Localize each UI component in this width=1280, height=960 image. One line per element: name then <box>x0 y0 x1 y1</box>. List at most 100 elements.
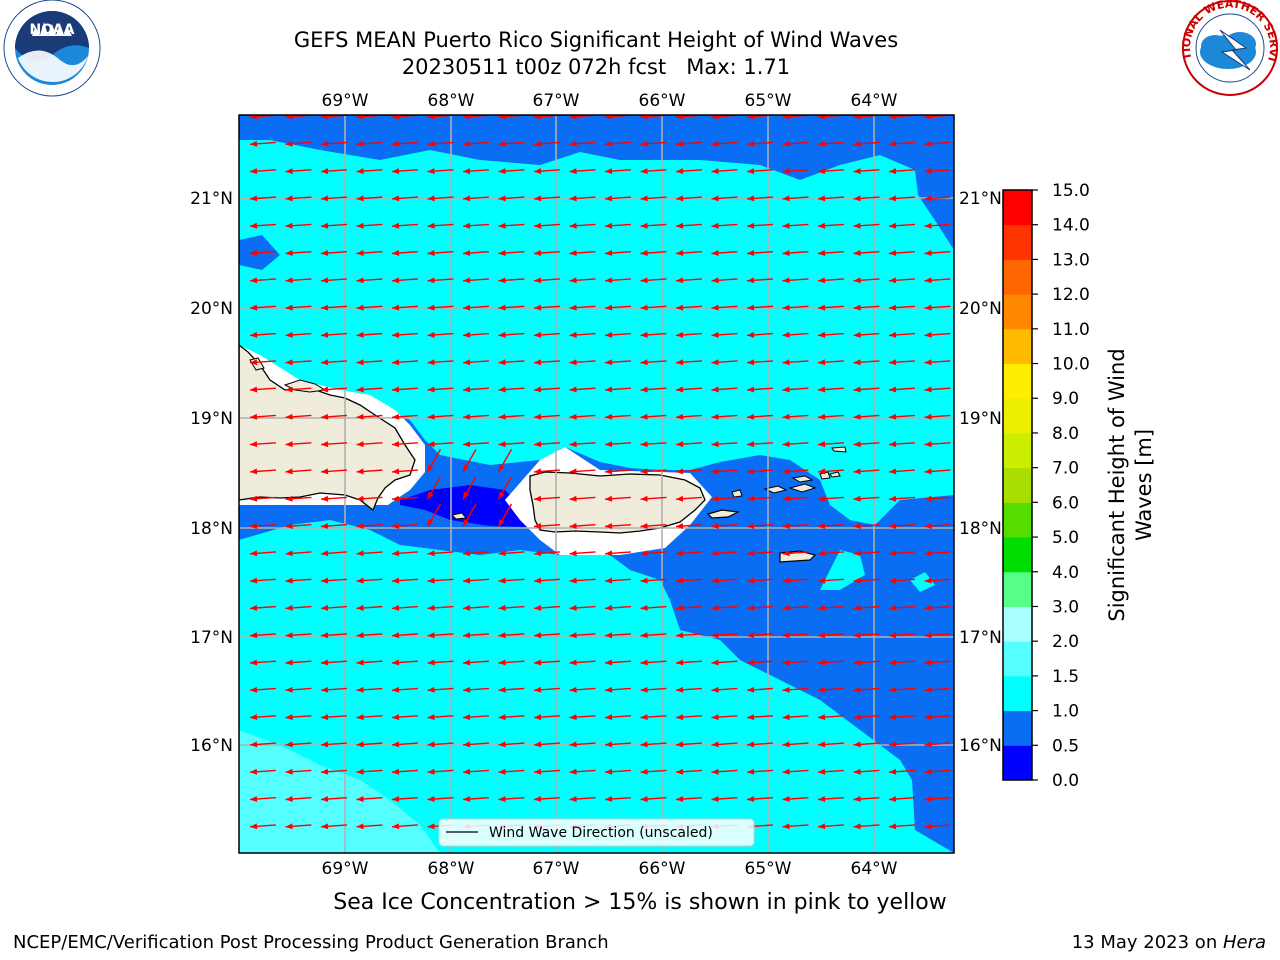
legend-label: Wind Wave Direction (unscaled) <box>489 825 713 841</box>
wind-arrowhead <box>498 491 505 500</box>
wind-arrowhead <box>711 195 719 202</box>
wind-arrowhead <box>605 741 613 748</box>
wind-arrowhead <box>640 222 648 229</box>
wind-arrowhead <box>640 523 648 530</box>
wind-arrowhead <box>534 304 542 311</box>
wind-arrowhead <box>321 140 329 147</box>
wind-arrowhead <box>818 550 826 557</box>
wind-arrowhead <box>711 577 719 584</box>
wind-arrowhead <box>782 168 790 175</box>
wind-arrowhead <box>285 331 293 338</box>
wind-arrowhead <box>747 495 755 502</box>
wind-arrowhead <box>640 741 648 748</box>
wind-arrowhead <box>427 550 435 557</box>
wind-arrowhead <box>924 222 932 229</box>
wind-arrowhead <box>711 714 719 721</box>
wind-arrowhead <box>534 413 542 420</box>
wind-arrowhead <box>853 441 861 448</box>
wind-arrowhead <box>427 304 435 311</box>
lon-label-bottom: 67°W <box>533 859 580 879</box>
wind-arrowhead <box>818 168 826 175</box>
wind-arrowhead <box>889 359 897 366</box>
wind-arrowhead <box>853 304 861 311</box>
wind-arrowhead <box>605 441 613 448</box>
wind-arrowhead <box>321 468 329 475</box>
wind-arrowhead <box>392 115 400 120</box>
wind-arrowhead <box>924 195 932 202</box>
wind-arrowhead <box>818 386 826 393</box>
wind-arrowhead <box>605 140 613 147</box>
wind-arrowhead <box>676 250 684 257</box>
wind-arrowhead <box>463 577 471 584</box>
wind-arrowhead <box>711 550 719 557</box>
colorbar-tick-label: 1.5 <box>1052 667 1079 687</box>
wind-arrowhead <box>676 386 684 393</box>
wave-field-0.5-1-north <box>239 115 954 250</box>
wind-arrowhead <box>676 115 684 120</box>
wind-arrowhead <box>924 250 932 257</box>
wind-arrowhead <box>392 577 400 584</box>
wind-arrowhead <box>889 168 897 175</box>
wind-arrowhead <box>498 195 506 202</box>
wind-arrowhead <box>747 686 755 693</box>
wind-arrowhead <box>747 115 755 120</box>
wind-arrowhead <box>924 659 932 666</box>
wind-arrowhead <box>889 632 897 639</box>
wind-arrowhead <box>782 277 790 284</box>
wind-arrowhead <box>250 768 258 775</box>
wind-arrowhead <box>392 195 400 202</box>
wind-arrowhead <box>392 250 400 257</box>
wind-arrowhead <box>498 550 506 557</box>
wind-arrowhead <box>250 140 258 147</box>
wind-arrowhead <box>818 222 826 229</box>
wind-arrowhead <box>498 741 506 748</box>
wind-arrowhead <box>782 714 790 721</box>
wind-arrowhead <box>782 413 790 420</box>
wind-arrowhead <box>747 441 755 448</box>
colorbar-swatch <box>1003 294 1032 330</box>
wind-arrowhead <box>392 304 400 311</box>
wind-arrowhead <box>392 441 400 448</box>
wind-arrowhead <box>640 115 648 120</box>
wind-arrowhead <box>250 714 258 721</box>
wind-arrowhead <box>534 495 542 502</box>
chart-subtitle: 20230511 t00z 072h fcst Max: 1.71 <box>401 55 791 79</box>
wind-arrowhead <box>747 250 755 257</box>
wind-arrowhead <box>498 714 506 721</box>
wind-arrowhead <box>676 550 684 557</box>
wind-arrowhead <box>853 250 861 257</box>
wind-arrowhead <box>924 359 932 366</box>
wind-arrowhead <box>747 768 755 775</box>
wind-arrowhead <box>782 550 790 557</box>
wind-arrowhead <box>285 741 293 748</box>
wind-arrowhead <box>569 140 577 147</box>
wind-arrowhead <box>463 686 471 693</box>
wind-arrowhead <box>534 115 542 120</box>
wind-arrowhead <box>463 331 471 338</box>
wind-arrowhead <box>676 659 684 666</box>
wind-arrowhead <box>818 413 826 420</box>
wind-arrowhead <box>321 604 329 611</box>
wind-arrowhead <box>463 550 471 557</box>
wind-arrowhead <box>569 277 577 284</box>
wind-arrowhead <box>605 714 613 721</box>
wind-arrowhead <box>569 413 577 420</box>
lat-label-left: 16°N <box>190 736 233 756</box>
wind-arrowhead <box>250 195 258 202</box>
wind-arrowhead <box>782 577 790 584</box>
wind-arrowhead <box>285 413 293 420</box>
colorbar-tick-label: 12.0 <box>1052 285 1090 305</box>
lon-label-top: 67°W <box>533 91 580 111</box>
wind-arrowhead <box>427 464 434 472</box>
wind-arrowhead <box>853 140 861 147</box>
wind-arrowhead <box>711 468 719 475</box>
wind-arrowhead <box>782 823 790 830</box>
wind-arrowhead <box>392 277 400 284</box>
wind-arrowhead <box>711 277 719 284</box>
wind-arrowhead <box>321 222 329 229</box>
wind-arrowhead <box>250 495 258 502</box>
wind-arrowhead <box>534 523 542 530</box>
colorbar-title-line2: Waves [m] <box>1132 429 1156 541</box>
colorbar-swatch <box>1003 745 1032 781</box>
wind-arrowhead <box>889 550 897 557</box>
